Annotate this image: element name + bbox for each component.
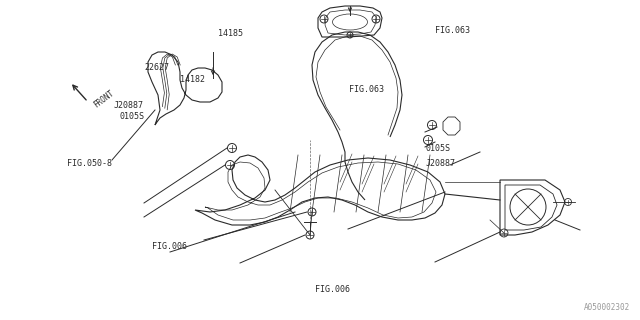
Text: 14182: 14182 <box>180 76 205 84</box>
Text: 22627: 22627 <box>145 63 170 72</box>
Text: FRONT: FRONT <box>92 89 116 110</box>
Text: FIG.006: FIG.006 <box>316 285 350 294</box>
Text: FIG.063: FIG.063 <box>349 85 384 94</box>
Text: J20887: J20887 <box>426 159 456 168</box>
Text: 0105S: 0105S <box>119 112 144 121</box>
Text: 0105S: 0105S <box>426 144 451 153</box>
Text: 14185: 14185 <box>218 29 243 38</box>
Text: FIG.006: FIG.006 <box>152 242 187 251</box>
Text: FIG.063: FIG.063 <box>435 26 470 35</box>
Text: J20887: J20887 <box>114 101 144 110</box>
Text: A050002302: A050002302 <box>584 303 630 312</box>
Text: FIG.050-8: FIG.050-8 <box>67 159 112 168</box>
